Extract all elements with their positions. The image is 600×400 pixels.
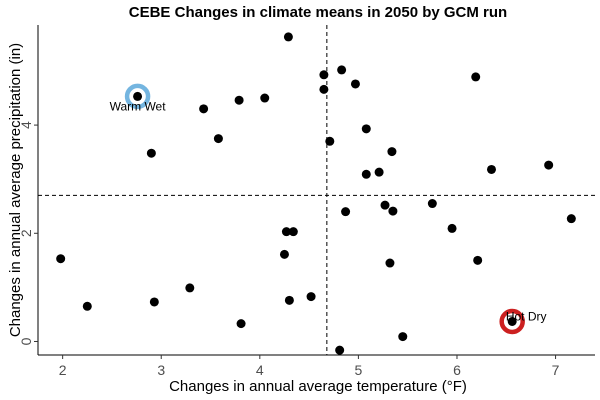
scatter-point [471,72,481,82]
scatter-point [507,316,517,326]
scatter-point [236,319,246,329]
annotation-label: Warm Wet [110,99,167,113]
x-tick-label: 7 [552,362,560,378]
annotation-rings [124,83,525,335]
x-axis-ticks: 2 3 4 5 6 7 [59,355,560,378]
scatter-point [306,292,316,302]
scatter-point [325,136,335,146]
x-tick-label: 4 [256,362,264,378]
scatter-point [427,199,437,209]
y-axis-label: Changes in annual average precipitation … [7,43,24,337]
x-tick-label: 5 [354,362,362,378]
scatter-point [319,70,329,80]
scatter-point [319,84,329,94]
scatter-point [566,214,576,224]
x-tick-label: 2 [59,362,67,378]
scatter-point [361,169,371,179]
scatter-point [380,200,390,210]
scatter-point [337,65,347,75]
scatter-point [133,91,143,101]
x-tick-label: 6 [453,362,461,378]
scatter-point [374,167,384,177]
scatter-point [288,227,298,237]
scatter-point [385,258,395,268]
scatter-point [341,207,351,217]
scatter-point [283,32,293,42]
scatter-point [213,134,223,144]
y-axis-ticks: 0 2 4 [18,121,38,345]
annotation-ring [499,308,525,335]
scatter-point [388,206,398,216]
scatter-point [56,254,66,264]
scatter-point [199,104,209,114]
scatter-point [260,93,270,103]
scatter-point [361,124,371,134]
scatter-point [149,297,159,307]
scatter-point [185,283,195,293]
scatter-point [82,301,92,311]
chart-title: CEBE Changes in climate means in 2050 by… [129,4,507,21]
scatter-point [398,332,408,342]
annotation-labels: Warm Wet Hot Dry [110,99,547,323]
scatter-point [447,223,457,233]
y-tick-label: 2 [18,229,34,237]
annotation-ring [124,83,151,110]
scatter-point [284,295,294,305]
scatter-point [387,147,397,157]
y-tick-label: 0 [18,337,34,345]
scatter-point [146,148,156,158]
reference-lines [38,25,595,355]
scatter-point [486,164,496,174]
scatter-point [279,249,289,259]
annotation-label: Hot Dry [506,309,547,323]
x-axis-label: Changes in annual average temperature (°… [169,378,467,395]
scatter-point [544,160,554,170]
scatter-point [234,95,244,105]
scatter-point [350,79,360,89]
scatter-point [473,255,483,265]
x-tick-label: 3 [157,362,165,378]
y-tick-label: 4 [18,121,34,129]
scatter-point [281,227,291,237]
data-points [56,32,576,355]
scatter-point [335,345,345,355]
